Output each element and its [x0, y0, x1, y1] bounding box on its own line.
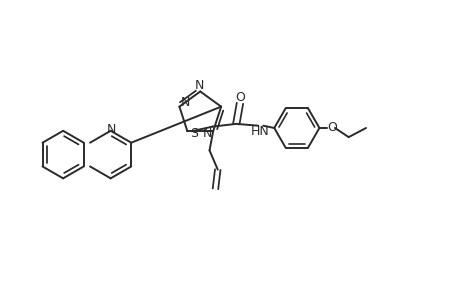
Text: HN: HN — [250, 125, 269, 138]
Text: N: N — [180, 97, 190, 110]
Text: O: O — [235, 91, 245, 104]
Text: N: N — [202, 127, 212, 140]
Text: O: O — [326, 122, 336, 134]
Text: N: N — [106, 123, 116, 136]
Text: S: S — [190, 127, 197, 140]
Text: N: N — [194, 79, 204, 92]
